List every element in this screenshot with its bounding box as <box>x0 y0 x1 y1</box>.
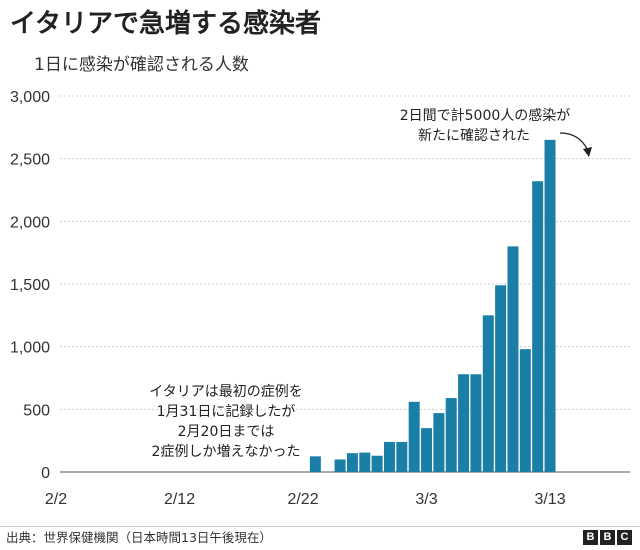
annotation-surge: 2日間で計5000人の感染が <box>400 107 571 124</box>
bar <box>421 428 433 472</box>
bar <box>346 453 358 472</box>
bar <box>519 349 531 472</box>
bar <box>445 398 457 472</box>
x-tick-label: 3/3 <box>415 491 437 508</box>
bar-chart: 0 500 1,000 1,500 2,000 2,500 3,000 2/2 2/12 2/22… <box>10 89 630 508</box>
y-tick-label: 2,000 <box>10 214 50 231</box>
bar <box>482 315 494 472</box>
bar <box>371 455 383 472</box>
y-tick-label: 3,000 <box>10 89 50 106</box>
bbc-logo-letter: C <box>617 530 632 545</box>
annotation-surge: 新たに確認された <box>418 128 530 144</box>
chart-subtitle: 1日に感染が確認される人数 <box>34 55 249 75</box>
bar <box>359 452 371 472</box>
bar <box>544 139 556 472</box>
chart-title: イタリアで急増する感染者 <box>10 9 321 39</box>
annotation-early-cases: イタリアは最初の症例を <box>149 383 302 400</box>
bar <box>495 285 507 472</box>
y-tick-label: 1,500 <box>10 277 50 294</box>
bar <box>433 413 445 472</box>
bar <box>396 441 408 472</box>
bbc-logo-letter: B <box>583 530 598 545</box>
y-tick-label: 1,000 <box>10 340 50 357</box>
x-tick-label: 2/2 <box>45 491 67 508</box>
x-tick-label: 2/22 <box>287 491 318 508</box>
y-tick-label: 2,500 <box>10 152 50 169</box>
bar <box>507 246 519 472</box>
x-tick-label: 3/13 <box>534 491 565 508</box>
annotation-arrow <box>559 132 589 152</box>
annotation-early-cases: 1月31日に記録したが <box>157 403 296 420</box>
x-tick-label: 2/12 <box>164 491 195 508</box>
bbc-logo-letter: B <box>600 530 615 545</box>
source-note: 出典：世界保健機関（日本時間13日午後現在） <box>6 530 272 545</box>
bar <box>470 374 482 472</box>
annotation-arrowhead <box>583 147 592 157</box>
bar <box>383 441 395 472</box>
y-tick-label: 500 <box>23 402 50 419</box>
y-tick-label: 0 <box>41 465 50 482</box>
annotation-early-cases: 2症例しか増えなかった <box>152 444 301 460</box>
bbc-logo: B B C <box>583 530 632 545</box>
bar <box>458 374 470 472</box>
bar <box>532 181 544 472</box>
footer-divider <box>0 526 640 527</box>
bar <box>309 456 321 472</box>
bar <box>334 459 346 472</box>
annotation-early-cases: 2月20日までは <box>178 424 275 440</box>
bar <box>408 401 420 472</box>
